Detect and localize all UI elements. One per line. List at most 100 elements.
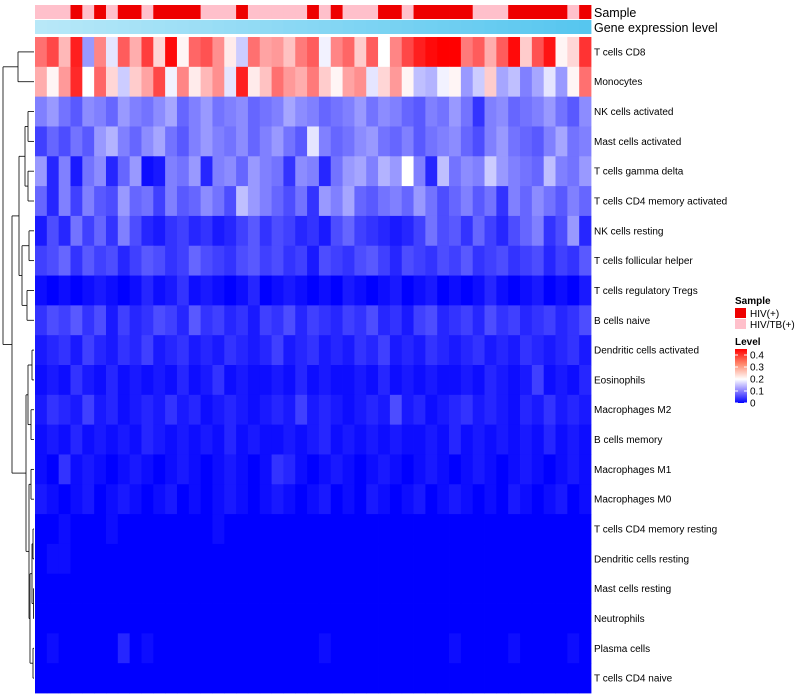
row-label: T cells gamma delta: [594, 167, 684, 178]
heatmap-cell: [425, 454, 438, 485]
heatmap-cell: [176, 275, 190, 306]
heatmap-cell: [520, 245, 533, 276]
heatmap-cell: [508, 394, 521, 426]
heatmap-cell: [425, 663, 438, 694]
heatmap-cell: [449, 663, 462, 694]
heatmap-cell: [484, 573, 497, 604]
heatmap-cell: [460, 215, 474, 247]
heatmap-cell: [247, 245, 261, 276]
heatmap-cell: [46, 215, 60, 247]
heatmap-cell: [271, 424, 284, 455]
sample-annotation-cell: [224, 5, 237, 19]
heatmap-cell: [212, 603, 225, 634]
heatmap-cell: [82, 156, 95, 187]
heatmap-cell: [82, 96, 95, 127]
heatmap-cell: [496, 424, 509, 455]
heatmap-cell: [259, 186, 272, 217]
heatmap-cell: [307, 454, 320, 485]
heatmap-cell: [35, 424, 48, 455]
heatmap-cell: [496, 156, 509, 187]
heatmap-cell: [531, 245, 545, 276]
heatmap-cell: [70, 335, 83, 366]
heatmap-cell: [413, 663, 426, 694]
heatmap-cell: [46, 335, 60, 366]
heatmap-cell: [46, 126, 60, 157]
row-label: Macrophages M0: [594, 495, 672, 506]
heatmap-cell: [212, 186, 225, 217]
heatmap-cell: [200, 573, 213, 604]
heatmap-cell: [46, 573, 60, 604]
heatmap-cell: [437, 603, 450, 634]
heatmap-cell: [129, 424, 142, 455]
gene-expression-annotation-cell: [437, 20, 450, 34]
heatmap-cell: [508, 275, 521, 306]
heatmap-cell: [437, 633, 450, 664]
heatmap-cell: [449, 275, 462, 306]
heatmap-cell: [449, 365, 462, 396]
heatmap-cell: [129, 245, 142, 276]
heatmap-cell: [70, 424, 83, 455]
heatmap-cell: [283, 96, 296, 127]
heatmap-cell: [389, 245, 403, 276]
heatmap-cell: [508, 484, 521, 515]
heatmap-cell: [425, 394, 438, 426]
heatmap-cell: [165, 603, 178, 634]
heatmap-cell: [531, 37, 545, 68]
heatmap-cell: [129, 215, 142, 247]
heatmap-cell: [129, 96, 142, 127]
heatmap-cell: [46, 365, 60, 396]
heatmap-cell: [94, 603, 107, 634]
heatmap-cell: [437, 394, 450, 426]
legend-label-hiv: HIV(+): [750, 309, 779, 320]
heatmap-cell: [259, 245, 272, 276]
heatmap-cell: [567, 66, 580, 98]
heatmap-cell: [212, 305, 225, 336]
heatmap-cell: [508, 245, 521, 276]
heatmap-cell: [484, 514, 497, 545]
heatmap-cell: [389, 424, 403, 455]
heatmap-cell: [425, 603, 438, 634]
heatmap-cell: [460, 573, 474, 604]
heatmap-cell: [295, 454, 308, 485]
heatmap-cell: [141, 514, 154, 545]
heatmap-cell: [307, 573, 320, 604]
level-tick-label: 0.1: [750, 387, 764, 398]
heatmap-cell: [212, 126, 225, 157]
heatmap-cell: [366, 37, 379, 68]
heatmap-cell: [531, 66, 545, 98]
heatmap-cell: [236, 514, 249, 545]
heatmap-cell: [307, 543, 320, 575]
heatmap-cell: [342, 275, 355, 306]
heatmap-cell: [496, 305, 509, 336]
heatmap-cell: [437, 335, 450, 366]
heatmap-cell: [520, 66, 533, 98]
heatmap-cell: [141, 335, 154, 366]
heatmap-cell: [460, 156, 474, 187]
heatmap-cell: [295, 37, 308, 68]
heatmap-cell: [543, 603, 556, 634]
heatmap-cell: [425, 37, 438, 68]
heatmap-cell: [259, 394, 272, 426]
heatmap-cell: [105, 96, 119, 127]
heatmap-cell: [449, 215, 462, 247]
heatmap-cell: [354, 543, 367, 575]
heatmap-cell: [425, 186, 438, 217]
heatmap-cell: [330, 394, 343, 426]
heatmap-cell: [366, 156, 379, 187]
heatmap-cell: [472, 245, 485, 276]
heatmap-cell: [259, 215, 272, 247]
heatmap-cell: [188, 335, 202, 366]
heatmap-cell: [342, 66, 355, 98]
heatmap-cell: [35, 633, 48, 664]
gene-expression-annotation-cell: [520, 20, 533, 34]
heatmap-cell: [259, 126, 272, 157]
heatmap-cell: [105, 66, 119, 98]
heatmap-cell: [271, 484, 284, 515]
heatmap-cell: [117, 275, 131, 306]
heatmap-cell: [460, 603, 474, 634]
heatmap-cell: [496, 275, 509, 306]
heatmap-cell: [543, 245, 556, 276]
sample-annotation-cell: [531, 5, 545, 19]
heatmap-cell: [543, 96, 556, 127]
sample-annotation-cell: [247, 5, 261, 19]
